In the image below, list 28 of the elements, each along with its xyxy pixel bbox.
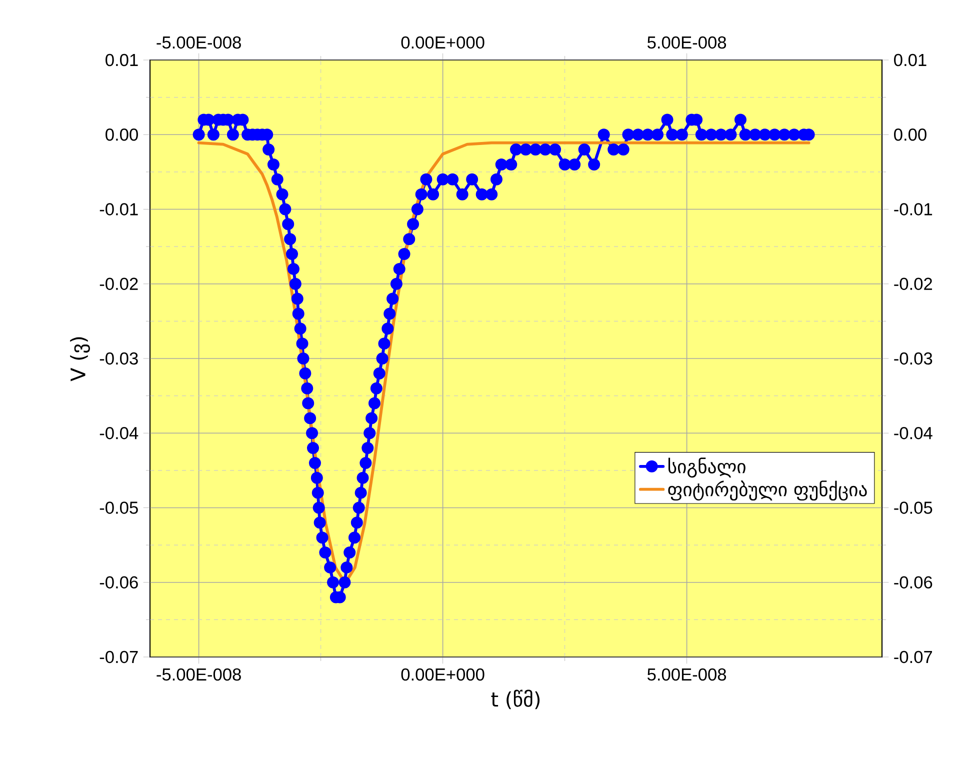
y2-tick-label: -0.01: [894, 203, 932, 216]
y-tick-label: 0.00: [106, 128, 138, 141]
y-tick-label: -0.07: [100, 650, 138, 664]
y-tick-label: -0.04: [100, 426, 138, 440]
y-tick-label: -0.05: [100, 502, 138, 514]
y-tick-label: -0.03: [100, 352, 138, 365]
y2-tick-label: -0.05: [894, 502, 932, 514]
x-axis-title: t (წმ): [491, 690, 540, 710]
legend-label: სიგნალი: [668, 458, 746, 478]
y2-tick-label: -0.07: [894, 650, 932, 664]
legend-label: ფიტირებული ფუნქცია: [668, 480, 867, 501]
x2-tick-label: -5.00E-008: [156, 36, 241, 49]
y2-tick-label: 0.01: [894, 54, 926, 66]
y-tick-label: -0.06: [100, 576, 138, 588]
y-tick-label: 0.01: [106, 54, 138, 66]
y2-tick-label: -0.04: [894, 426, 932, 440]
y-axis-title: V (ვ): [70, 337, 90, 382]
x2-tick-label: 0.00E+000: [401, 36, 484, 49]
y2-tick-label: 0.00: [894, 128, 926, 141]
x-tick-label: 0.00E+000: [401, 668, 484, 681]
x2-tick-label: 5.00E-008: [647, 36, 726, 49]
y-tick-label: -0.01: [100, 203, 138, 216]
y2-tick-label: -0.02: [894, 278, 932, 290]
y2-tick-label: -0.06: [894, 576, 932, 588]
x-tick-label: 5.00E-008: [647, 668, 726, 681]
x-tick-label: -5.00E-008: [156, 668, 241, 681]
y2-tick-label: -0.03: [894, 352, 932, 365]
y-tick-label: -0.02: [100, 278, 138, 290]
